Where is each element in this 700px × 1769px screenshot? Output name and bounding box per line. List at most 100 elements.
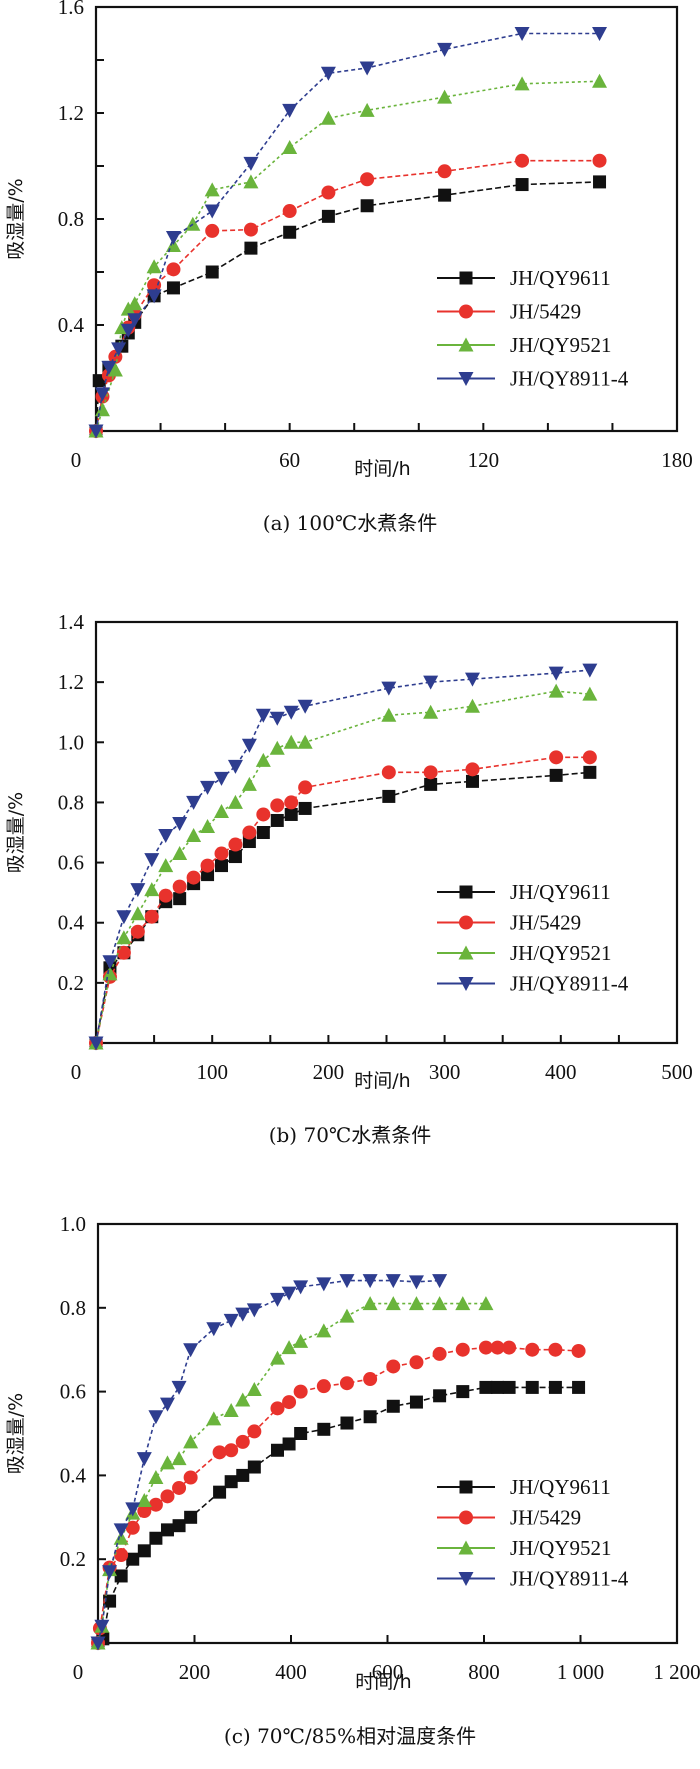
y-tick-label: 0.8 xyxy=(60,1296,86,1320)
data-point xyxy=(183,1470,198,1485)
data-point xyxy=(282,1437,296,1451)
data-point xyxy=(184,1510,198,1524)
x-tick-label: 180 xyxy=(661,448,693,472)
data-point xyxy=(582,663,598,678)
data-point xyxy=(144,909,159,924)
data-point xyxy=(94,402,110,417)
data-point xyxy=(282,103,298,118)
data-point xyxy=(283,734,299,749)
data-point xyxy=(283,225,297,239)
legend-item: JH/5429 xyxy=(437,1506,581,1530)
x-tick-label: 60 xyxy=(279,448,300,472)
data-point xyxy=(241,738,257,753)
data-point xyxy=(255,752,271,767)
data-point xyxy=(572,1380,586,1394)
legend-item: JH/QY9521 xyxy=(437,1536,612,1560)
data-point xyxy=(438,188,452,202)
y-tick-label: 1.6 xyxy=(58,0,84,19)
y-tick-label: 0.8 xyxy=(58,207,84,231)
data-point xyxy=(107,362,123,377)
legend: JH/QY9611 JH/5429 JH/QY9521 JH/QY8911-4 xyxy=(437,880,629,996)
data-point xyxy=(213,1485,227,1499)
chart-panel-c: 0 200 400 600 800 1 000 1 200 0.2 0.4 0.6 0.8 1.0 时间… xyxy=(5,1212,700,1748)
data-point xyxy=(362,1296,378,1311)
data-point xyxy=(200,858,215,873)
legend-label: JH/QY8911-4 xyxy=(510,1567,629,1591)
data-point xyxy=(571,1343,586,1358)
legend-label: JH/QY8911-4 xyxy=(510,972,629,996)
data-point xyxy=(204,182,220,197)
data-point xyxy=(144,853,160,868)
legend-item: JH/QY9611 xyxy=(437,1475,611,1499)
data-point xyxy=(269,1292,285,1307)
series-line xyxy=(97,1386,579,1644)
data-point xyxy=(235,1392,251,1407)
data-point xyxy=(381,707,397,722)
data-point xyxy=(339,1308,355,1323)
data-point xyxy=(381,765,396,780)
data-point xyxy=(137,1544,151,1558)
data-point xyxy=(359,61,375,76)
legend: JH/QY9611 JH/5429 JH/QY9521 JH/QY8911-4 xyxy=(437,1475,629,1591)
data-point xyxy=(160,1523,174,1537)
data-point xyxy=(386,1359,401,1374)
data-point xyxy=(363,1372,378,1387)
data-point xyxy=(297,699,313,714)
data-point xyxy=(283,705,299,720)
data-point xyxy=(126,1552,140,1566)
data-point xyxy=(385,1296,401,1311)
data-point xyxy=(359,102,375,117)
data-point xyxy=(214,859,228,873)
y-tick-label: 1.2 xyxy=(58,101,84,125)
data-point xyxy=(228,837,243,852)
data-point xyxy=(282,139,298,154)
data-point xyxy=(247,1424,262,1439)
data-point xyxy=(549,750,564,765)
x-tick-label: 120 xyxy=(468,448,500,472)
data-point xyxy=(583,765,597,779)
series-jh-qy8911-4 xyxy=(88,663,598,1051)
data-point xyxy=(409,1395,423,1409)
legend-marker xyxy=(459,304,473,319)
data-point xyxy=(166,281,180,295)
data-point xyxy=(111,342,127,357)
data-point xyxy=(137,1504,152,1519)
data-point xyxy=(146,289,162,304)
data-point xyxy=(130,906,146,921)
data-point xyxy=(408,1275,424,1290)
legend-marker xyxy=(458,337,474,352)
data-point xyxy=(183,1343,199,1358)
data-point xyxy=(294,1427,308,1440)
data-point xyxy=(101,360,117,375)
x-axis-title: 时间/h xyxy=(354,1070,410,1092)
x-tick-label: 200 xyxy=(313,1060,345,1084)
data-point xyxy=(88,424,104,439)
data-point xyxy=(317,1422,331,1436)
data-point xyxy=(159,1455,175,1470)
data-point xyxy=(432,1346,447,1361)
data-point xyxy=(223,1402,239,1417)
data-point xyxy=(165,231,181,246)
figure-caption: (b) 70℃水煮条件 xyxy=(269,1123,432,1147)
data-point xyxy=(116,910,132,925)
data-point xyxy=(214,846,229,861)
x-tick-label: 0 xyxy=(73,1660,84,1684)
legend-item: JH/QY8911-4 xyxy=(437,367,629,391)
legend-marker xyxy=(458,1540,474,1555)
data-point xyxy=(525,1342,540,1357)
data-point xyxy=(149,1531,163,1545)
legend-marker xyxy=(459,271,473,285)
data-point xyxy=(465,774,479,788)
data-point xyxy=(235,1434,250,1449)
data-point xyxy=(381,681,397,696)
data-point xyxy=(592,73,608,88)
data-point xyxy=(433,1389,447,1403)
series-jh-qy8911-4 xyxy=(88,27,608,439)
data-point xyxy=(408,1296,424,1311)
series-jh-qy9521 xyxy=(88,683,598,1050)
legend-marker xyxy=(458,372,474,386)
data-point xyxy=(321,209,335,223)
data-point xyxy=(385,1274,401,1289)
y-tick-label: 0.6 xyxy=(58,851,84,875)
